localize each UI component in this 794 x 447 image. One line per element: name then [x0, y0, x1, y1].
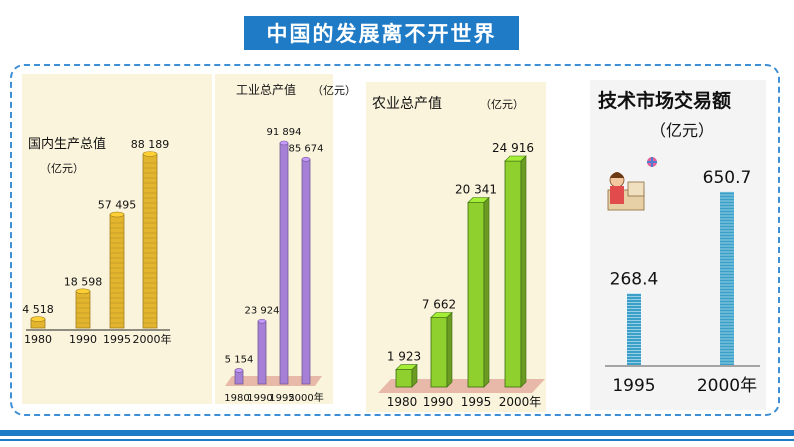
agri-bar: [395, 369, 413, 388]
gdp-tick-label: 1980: [24, 333, 52, 346]
gdp-coin-top: [142, 151, 158, 157]
industry-unit-label: （亿元）: [312, 84, 356, 97]
bottom-rule: [0, 439, 794, 441]
gdp-tick-label: 1990: [69, 333, 97, 346]
gdp-value-label: 57 495: [98, 199, 137, 212]
tech-value-label: 268.4: [610, 270, 659, 290]
industry-bar-top: [279, 140, 289, 146]
agri-chart-title: 农业总产值: [372, 96, 442, 112]
agri-bar-side: [520, 155, 527, 388]
agri-bar-side: [411, 363, 418, 388]
gdp-value-label: 88 189: [131, 138, 170, 151]
tech-illustration: [607, 157, 657, 211]
gdp-bar: [142, 153, 158, 329]
gdp-tick-label: 2000年: [133, 332, 172, 346]
gdp-coin-top: [75, 288, 91, 295]
dashed-frame: [10, 64, 780, 416]
agri-tick-label: 1980: [387, 395, 418, 409]
industry-chart-title: 工业总产值: [236, 82, 296, 97]
industry-bar: [257, 320, 267, 385]
gdp-coin-top: [30, 316, 46, 322]
gdp-value-label: 18 598: [64, 275, 103, 288]
tech-market-chart-panel: [590, 80, 766, 410]
industry-bar-top: [234, 368, 244, 373]
gdp-coin-top: [109, 211, 125, 218]
industry-bar-top: [257, 318, 267, 324]
computer-shape: [627, 181, 645, 197]
industry-tick-label: 1995: [269, 393, 294, 404]
agri-value-label: 1 923: [387, 350, 421, 364]
agri-bar: [430, 317, 448, 388]
industry-bar-top: [301, 157, 311, 162]
agri-tick-label: 1995: [461, 395, 492, 409]
agri-bar-side: [483, 196, 490, 388]
gdp-tick-label: 1995: [103, 333, 131, 346]
gdp-unit-label: （亿元）: [40, 162, 84, 175]
tech-tick-label: 1995: [612, 376, 655, 396]
industry-value-label: 23 924: [245, 305, 280, 316]
person-body: [610, 186, 624, 204]
tech-chart-title: 技术市场交易额: [598, 89, 731, 112]
agri-unit-label: （亿元）: [480, 98, 524, 111]
industry-floor: [225, 376, 322, 386]
agri-value-label: 24 916: [492, 141, 534, 155]
tech-unit-label: （亿元）: [650, 121, 714, 140]
person-hair: [610, 172, 624, 178]
agri-floor: [378, 379, 545, 393]
industry-bar: [301, 158, 311, 385]
industry-chart-panel: [215, 74, 333, 404]
industry-tick-label: 1990: [247, 393, 272, 404]
industry-bar: [279, 142, 289, 385]
agri-bar: [467, 202, 485, 388]
gdp-value-label: 4 518: [22, 303, 54, 316]
tech-tick-label: 2000年: [697, 376, 757, 396]
agri-bar-side: [446, 311, 453, 388]
agri-bar: [504, 160, 522, 388]
tech-value-label: 650.7: [703, 168, 752, 188]
industry-tick-label: 1980: [224, 393, 249, 404]
industry-value-label: 91 894: [267, 127, 302, 138]
agri-value-label: 7 662: [422, 298, 456, 312]
gdp-chart-title: 国内生产总值: [28, 136, 106, 152]
bottom-bar: [0, 430, 794, 436]
agri-tick-label: 1990: [423, 395, 454, 409]
industry-value-label: 5 154: [225, 354, 254, 365]
gdp-bar: [75, 290, 91, 329]
industry-tick-label: 2000年: [288, 391, 323, 404]
page-title: 中国的发展离不开世界: [244, 16, 519, 50]
agri-tick-label: 2000年: [499, 395, 542, 409]
agri-value-label: 20 341: [455, 182, 497, 196]
industry-value-label: 85 674: [289, 143, 324, 154]
tech-bar: [720, 192, 734, 365]
gdp-bar: [109, 214, 125, 329]
